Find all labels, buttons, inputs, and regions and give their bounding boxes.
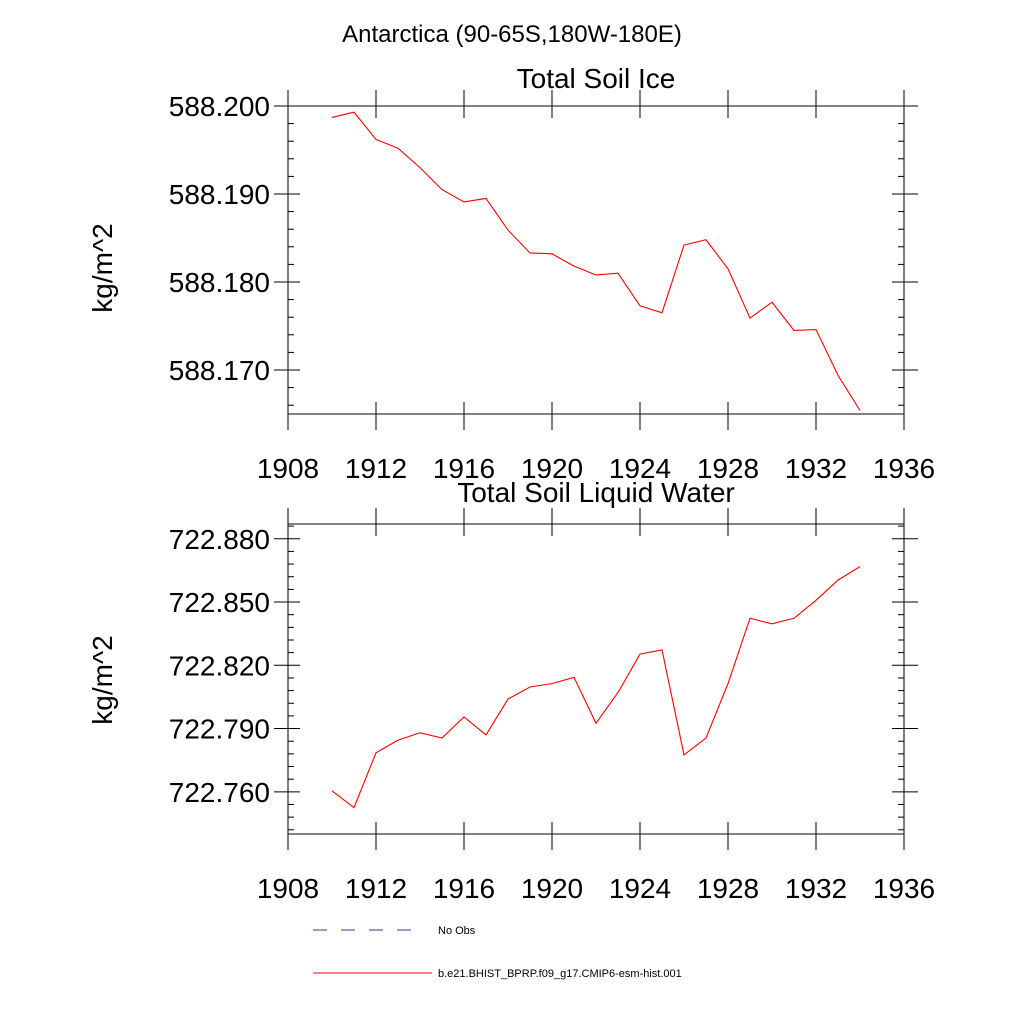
legend-item-model: b.e21.BHIST_BPRP.f09_g17.CMIP6-esm-hist.… bbox=[313, 968, 682, 980]
y-tick-label: 588.190 bbox=[169, 179, 270, 210]
x-tick-label: 1908 bbox=[257, 453, 319, 484]
series-line bbox=[331, 566, 861, 809]
data-point bbox=[573, 266, 574, 267]
data-point bbox=[859, 566, 860, 567]
data-point bbox=[661, 649, 662, 650]
data-point bbox=[705, 239, 706, 240]
y-tick-label: 722.820 bbox=[169, 650, 270, 681]
legend-label: b.e21.BHIST_BPRP.f09_g17.CMIP6-esm-hist.… bbox=[438, 968, 682, 980]
chart-panel-soil-liquid-water: Total Soil Liquid Water kg/m^2 1908 1912 1… bbox=[87, 477, 935, 904]
data-point bbox=[683, 754, 684, 755]
x-tick-label: 1936 bbox=[873, 453, 935, 484]
data-point bbox=[595, 723, 596, 724]
x-tick-label: 1920 bbox=[521, 453, 583, 484]
x-tick-label: 1916 bbox=[433, 453, 495, 484]
y-tick-label: 588.170 bbox=[169, 355, 270, 386]
data-point bbox=[639, 305, 640, 306]
data-point bbox=[551, 683, 552, 684]
y-tick-label: 722.880 bbox=[169, 524, 270, 555]
figure-title: Antarctica (90-65S,180W-180E) bbox=[342, 21, 682, 48]
data-point bbox=[485, 734, 486, 735]
data-point bbox=[771, 302, 772, 303]
data-point bbox=[705, 737, 706, 738]
data-point bbox=[793, 618, 794, 619]
x-tick-label: 1928 bbox=[697, 873, 759, 904]
data-point bbox=[529, 252, 530, 253]
data-point bbox=[815, 329, 816, 330]
chart-title: Total Soil Liquid Water bbox=[457, 477, 735, 508]
data-point bbox=[683, 244, 684, 245]
data-point bbox=[749, 317, 750, 318]
y-tick-label: 588.180 bbox=[169, 267, 270, 298]
x-tick-label: 1916 bbox=[433, 873, 495, 904]
y-tick-label: 588.200 bbox=[169, 91, 270, 122]
data-point bbox=[375, 752, 376, 753]
y-axis-label: kg/m^2 bbox=[87, 223, 118, 312]
data-point bbox=[353, 112, 354, 113]
plot-frame bbox=[287, 105, 905, 415]
data-point bbox=[727, 268, 728, 269]
x-tick-label: 1912 bbox=[345, 453, 407, 484]
data-point bbox=[859, 410, 860, 411]
data-point bbox=[353, 807, 354, 808]
x-tick-label: 1912 bbox=[345, 873, 407, 904]
data-point bbox=[551, 253, 552, 254]
x-tick-label: 1924 bbox=[609, 453, 671, 484]
data-point bbox=[749, 618, 750, 619]
data-point bbox=[793, 330, 794, 331]
series-line bbox=[331, 111, 861, 411]
data-point bbox=[331, 117, 332, 118]
data-point bbox=[771, 623, 772, 624]
x-tick-label: 1932 bbox=[785, 453, 847, 484]
y-tick-label: 722.760 bbox=[169, 777, 270, 808]
data-point bbox=[639, 654, 640, 655]
data-point bbox=[727, 683, 728, 684]
y-axis-label: kg/m^2 bbox=[87, 635, 118, 724]
data-point bbox=[617, 273, 618, 274]
y-tick-label: 722.790 bbox=[169, 714, 270, 745]
data-point bbox=[463, 716, 464, 717]
plot-frame bbox=[287, 523, 905, 835]
data-point bbox=[397, 740, 398, 741]
data-point bbox=[507, 698, 508, 699]
x-tick-label: 1936 bbox=[873, 873, 935, 904]
data-point bbox=[463, 201, 464, 202]
chart-title: Total Soil Ice bbox=[517, 63, 676, 94]
x-tick-label: 1920 bbox=[521, 873, 583, 904]
legend-item-obs: No Obs bbox=[313, 925, 476, 937]
data-point bbox=[375, 139, 376, 140]
chart-panel-soil-ice: Total Soil Ice kg/m^2 1908 1912 1916 1920 19… bbox=[87, 63, 935, 484]
data-point bbox=[617, 692, 618, 693]
data-point bbox=[595, 274, 596, 275]
data-point bbox=[529, 686, 530, 687]
data-point bbox=[573, 677, 574, 678]
data-point bbox=[661, 312, 662, 313]
data-point bbox=[485, 198, 486, 199]
data-point bbox=[419, 732, 420, 733]
x-tick-label: 1908 bbox=[257, 873, 319, 904]
data-point bbox=[837, 375, 838, 376]
legend: No Obs b.e21.BHIST_BPRP.f09_g17.CMIP6-es… bbox=[313, 925, 682, 980]
x-tick-label: 1928 bbox=[697, 453, 759, 484]
data-point bbox=[507, 229, 508, 230]
data-point bbox=[419, 167, 420, 168]
data-point bbox=[837, 579, 838, 580]
x-tick-label: 1924 bbox=[609, 873, 671, 904]
legend-label: No Obs bbox=[438, 925, 476, 937]
data-point bbox=[441, 737, 442, 738]
data-point bbox=[815, 600, 816, 601]
y-tick-label: 722.850 bbox=[169, 587, 270, 618]
x-tick-label: 1932 bbox=[785, 873, 847, 904]
data-point bbox=[397, 148, 398, 149]
data-point bbox=[441, 189, 442, 190]
data-point bbox=[331, 790, 332, 791]
